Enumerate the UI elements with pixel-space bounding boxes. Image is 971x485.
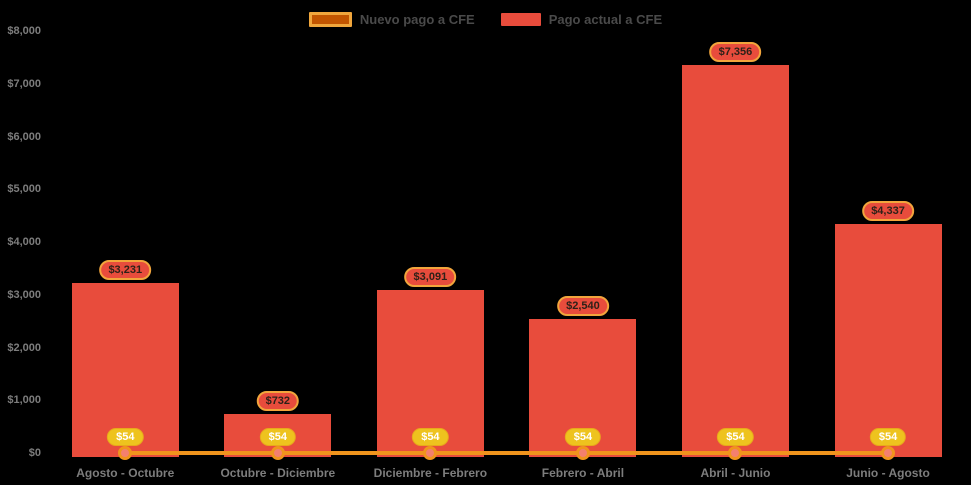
y-axis-tick-label: $6,000 xyxy=(7,130,41,143)
line-point-marker[interactable] xyxy=(881,446,896,460)
y-axis-tick-label: $5,000 xyxy=(7,183,41,196)
line-value-badge: $54 xyxy=(717,428,754,446)
x-axis-category-label: Abril - Junio xyxy=(700,466,771,480)
bar-pago-actual[interactable] xyxy=(834,224,942,457)
legend-label-nuevo-pago: Nuevo pago a CFE xyxy=(359,11,475,27)
line-value-badge: $54 xyxy=(259,428,296,446)
legend-swatch-line-icon xyxy=(308,11,352,27)
y-axis-tick-label: $7,000 xyxy=(7,77,41,90)
line-point-marker[interactable] xyxy=(575,446,590,460)
bar-pago-actual[interactable] xyxy=(71,282,179,457)
legend-label-pago-actual: Pago actual a CFE xyxy=(548,11,663,27)
line-nuevo-pago[interactable] xyxy=(125,451,889,455)
bar-pago-actual[interactable] xyxy=(681,64,789,457)
y-axis-tick-label: $3,000 xyxy=(7,288,41,301)
legend-swatch-bar-icon xyxy=(500,12,541,26)
y-axis-tick-label: $1,000 xyxy=(7,394,41,407)
line-point-marker[interactable] xyxy=(270,446,285,460)
bar-value-label: $7,356 xyxy=(709,41,762,62)
y-axis-tick-label: $8,000 xyxy=(7,25,41,37)
line-value-badge: $54 xyxy=(564,428,602,446)
line-point-marker[interactable] xyxy=(728,446,743,460)
line-value-badge: $54 xyxy=(107,428,144,446)
legend-item-nuevo-pago[interactable]: Nuevo pago a CFE xyxy=(308,11,475,27)
x-axis-category-label: Agosto - Octubre xyxy=(76,466,175,480)
bar-value-label: $732 xyxy=(256,391,300,412)
bar-value-label: $2,540 xyxy=(557,296,609,316)
line-value-badge: $54 xyxy=(412,428,449,446)
line-point-marker[interactable] xyxy=(118,446,133,460)
y-axis-tick-label: $4,000 xyxy=(7,236,41,248)
y-axis-tick-label: $2,000 xyxy=(7,341,41,354)
line-value-badge: $54 xyxy=(869,428,907,446)
y-axis-tick-label: $0 xyxy=(28,447,41,459)
legend-item-pago-actual[interactable]: Pago actual a CFE xyxy=(500,11,663,27)
x-axis-category-label: Junio - Agosto xyxy=(846,466,930,480)
bar-value-label: $3,091 xyxy=(404,266,457,287)
x-axis-category-label: Octubre - Diciembre xyxy=(220,466,336,480)
bar-value-label: $3,231 xyxy=(99,259,152,280)
line-point-marker[interactable] xyxy=(423,446,438,460)
bar-value-label: $4,337 xyxy=(862,201,914,222)
x-axis-category-label: Febrero - Abril xyxy=(541,466,625,480)
legend: Nuevo pago a CFE Pago actual a CFE xyxy=(0,8,971,30)
x-axis-category-label: Diciembre - Febrero xyxy=(373,466,488,480)
